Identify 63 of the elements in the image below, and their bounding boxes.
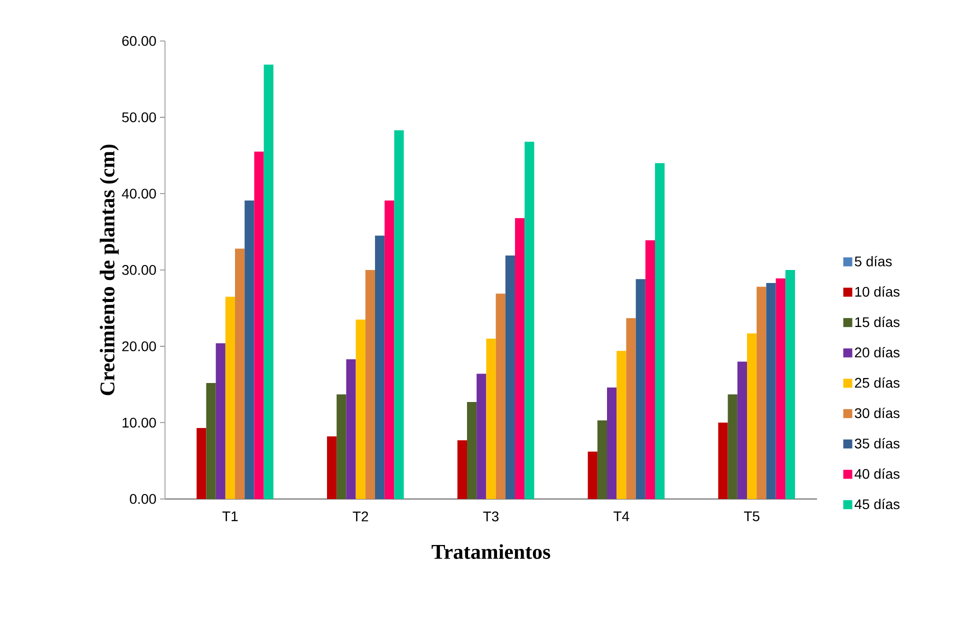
- bar: [597, 420, 608, 499]
- bar: [626, 318, 636, 499]
- y-tick-label: 30.00: [122, 265, 156, 275]
- bar: [524, 142, 534, 499]
- bar: [505, 255, 516, 499]
- bar: [235, 248, 245, 499]
- legend-label: 15 días: [855, 316, 900, 328]
- bar: [728, 394, 738, 499]
- bar: [496, 294, 506, 499]
- x-tick-label: T5: [744, 512, 760, 522]
- bar: [718, 422, 728, 499]
- bar: [346, 359, 356, 499]
- legend-label: 5 días: [854, 256, 892, 266]
- bar: [476, 374, 486, 499]
- x-tick-label: T4: [614, 512, 630, 522]
- bar: [616, 350, 626, 499]
- bar: [356, 320, 366, 499]
- x-axis-title: Tratamientos: [432, 544, 550, 559]
- bar: [375, 236, 385, 499]
- bar: [655, 163, 665, 499]
- legend-label: 30 días: [854, 408, 900, 418]
- bar: [244, 200, 254, 499]
- bar: [645, 240, 656, 499]
- bar: [384, 200, 394, 499]
- bar: [254, 152, 264, 499]
- y-tick-label: 40.00: [122, 188, 156, 199]
- bar: [467, 402, 477, 499]
- bar: [785, 270, 796, 499]
- legend-label: 35 días: [854, 438, 900, 448]
- bar: [737, 362, 748, 499]
- bar: [766, 282, 776, 499]
- legend-label: 45 días: [854, 498, 900, 510]
- legend-label: 20 días: [854, 347, 900, 358]
- bar: [336, 394, 346, 499]
- legend-label: 40 días: [854, 468, 900, 479]
- bar: [515, 218, 525, 499]
- bar: [327, 436, 337, 499]
- y-tick-label: 0.00: [130, 494, 156, 504]
- x-tick-label: T1: [222, 512, 238, 522]
- bar: [588, 452, 598, 499]
- bar: [264, 64, 274, 499]
- y-tick-label: 20.00: [122, 341, 156, 352]
- bar: [457, 440, 468, 499]
- x-tick-label: T2: [352, 511, 368, 522]
- bar: [636, 279, 646, 499]
- bar: [216, 343, 226, 499]
- bar: [206, 382, 216, 499]
- y-tick-label: 50.00: [122, 112, 156, 122]
- bar: [394, 130, 404, 499]
- y-tick-label: 10.00: [122, 418, 156, 428]
- legend-label: 10 días: [855, 286, 900, 297]
- bar: [607, 388, 617, 499]
- x-tick-label: T3: [483, 511, 499, 522]
- y-tick-label: 60.00: [122, 36, 156, 46]
- bar: [225, 296, 236, 499]
- bar: [196, 428, 206, 499]
- y-axis-title: Crecimiento de plantas (cm): [100, 144, 119, 396]
- legend-label: 25 días: [854, 377, 900, 388]
- bar: [486, 338, 496, 499]
- bar: [747, 333, 757, 499]
- bar: [365, 270, 376, 499]
- bar: [776, 278, 786, 499]
- bar: [756, 286, 766, 499]
